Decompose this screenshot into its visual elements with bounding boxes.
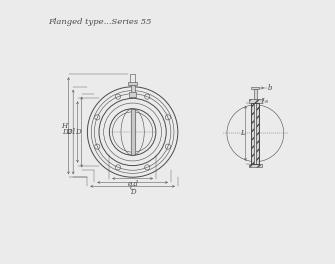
Text: Flanged type...Series 55: Flanged type...Series 55 <box>49 18 152 26</box>
Bar <box>129 92 136 97</box>
Bar <box>252 103 259 164</box>
Text: ø d: ø d <box>127 180 138 188</box>
Text: C: C <box>130 184 135 192</box>
Bar <box>131 86 135 98</box>
Bar <box>252 103 255 164</box>
Text: H: H <box>61 122 67 130</box>
Text: D1: D1 <box>66 128 76 136</box>
Bar <box>249 99 262 103</box>
Bar <box>252 87 259 89</box>
Bar <box>256 103 259 164</box>
Text: D: D <box>130 188 135 196</box>
Text: D2: D2 <box>62 128 72 136</box>
Text: D: D <box>75 128 81 136</box>
Bar <box>254 89 257 99</box>
Text: L: L <box>240 129 244 137</box>
Polygon shape <box>131 109 135 155</box>
Text: b: b <box>268 84 272 92</box>
Bar <box>128 82 137 86</box>
Bar <box>255 103 256 164</box>
Text: s: s <box>265 99 268 103</box>
Bar <box>249 164 262 167</box>
